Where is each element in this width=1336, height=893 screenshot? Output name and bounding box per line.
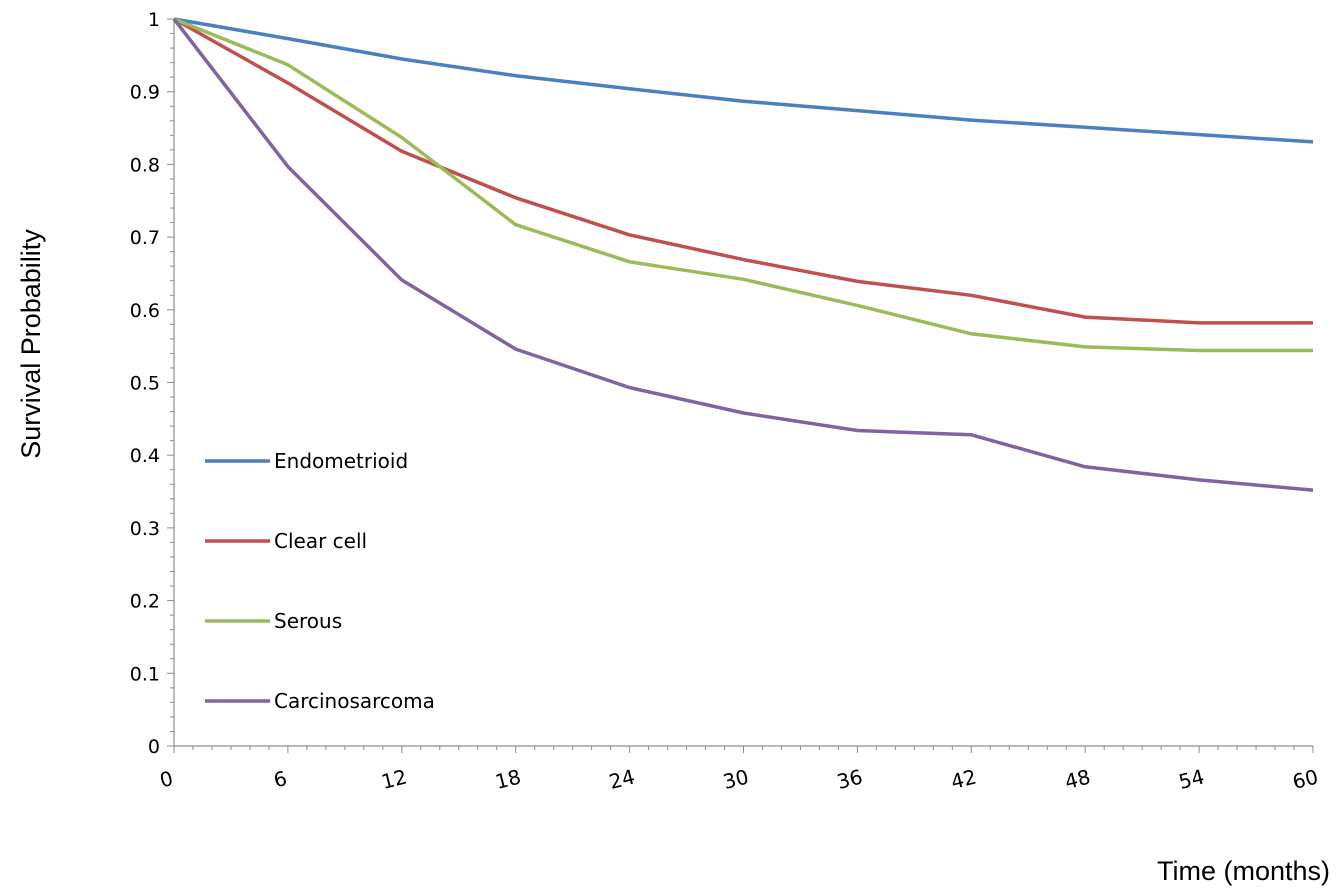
y-axis-title: Survival Probability (16, 229, 46, 459)
legend: Endometrioid Clear cell Serous Carcinosarco… (205, 449, 435, 713)
series-line-endometrioid (173, 17, 1314, 144)
x-tick-label: 36 (834, 764, 865, 793)
axes (167, 18, 1314, 753)
legend-label: Serous (274, 609, 342, 633)
x-tick-label: 0 (157, 766, 175, 792)
y-tick-labels: 0 0.1 0.2 0.3 0.4 0.5 0.6 0.7 0.8 0.9 1 (130, 9, 160, 758)
y-tick-label: 0.3 (130, 518, 160, 540)
y-tick-label: 0 (148, 736, 160, 758)
x-tick-label: 48 (1062, 764, 1093, 793)
series-line-clear-cell (173, 17, 1313, 325)
x-tick-label: 60 (1290, 764, 1321, 793)
x-tick-label: 18 (493, 764, 524, 793)
y-tick-label: 0.7 (130, 227, 160, 249)
x-tick-label: 24 (607, 764, 638, 793)
legend-label: Clear cell (274, 529, 367, 553)
y-tick-label: 0.2 (130, 591, 160, 613)
x-tick-labels: 0 6 12 18 24 30 36 42 48 54 60 (157, 764, 1320, 793)
series-line-serous (173, 17, 1313, 353)
series-lines (172, 17, 1314, 492)
y-tick-label: 0.8 (130, 154, 160, 176)
legend-label: Carcinosarcoma (274, 689, 435, 713)
series-line-carcinosarcoma (172, 17, 1314, 492)
x-axis-title: Time (months) (1157, 856, 1330, 886)
x-tick-label: 6 (271, 766, 289, 792)
y-tick-label: 0.1 (130, 663, 160, 685)
x-tick-label: 30 (721, 764, 752, 793)
y-tick-label: 0.5 (130, 373, 160, 395)
x-tick-label: 42 (948, 764, 979, 793)
y-tick-label: 0.6 (130, 300, 160, 322)
x-tick-label: 54 (1176, 764, 1207, 793)
y-tick-label: 0.4 (130, 445, 160, 467)
y-tick-label: 1 (148, 9, 160, 31)
y-tick-label: 0.9 (130, 82, 160, 104)
x-tick-label: 12 (379, 764, 410, 793)
legend-label: Endometrioid (274, 449, 408, 473)
